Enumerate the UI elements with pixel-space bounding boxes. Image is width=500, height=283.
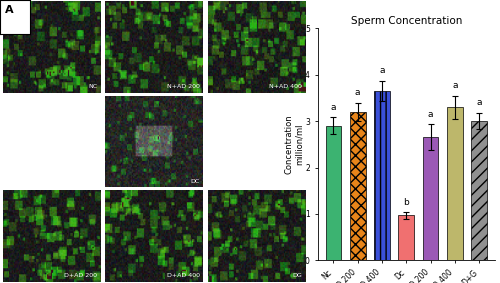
Text: DG: DG — [292, 273, 302, 278]
Bar — [447, 107, 462, 260]
Text: a: a — [330, 103, 336, 112]
Text: B: B — [250, 12, 258, 22]
Text: a: a — [476, 98, 482, 107]
Text: A: A — [4, 5, 13, 15]
Text: a: a — [452, 81, 458, 90]
Title: Sperm Concentration: Sperm Concentration — [350, 16, 462, 26]
Bar — [471, 121, 487, 260]
Bar — [326, 126, 342, 260]
Bar — [374, 91, 390, 260]
Bar — [350, 112, 366, 260]
Bar — [398, 215, 414, 260]
Text: a: a — [379, 66, 384, 75]
Text: a: a — [428, 110, 434, 119]
Text: a: a — [355, 88, 360, 97]
Text: D+AD 400: D+AD 400 — [166, 273, 200, 278]
Text: N+AD 200: N+AD 200 — [166, 84, 200, 89]
Text: b: b — [404, 198, 409, 207]
Text: DC: DC — [190, 179, 200, 184]
Text: NC: NC — [88, 84, 97, 89]
Y-axis label: Concentration
million/ml: Concentration million/ml — [284, 115, 304, 174]
Text: N+AD 400: N+AD 400 — [269, 84, 302, 89]
Text: D+AD 200: D+AD 200 — [64, 273, 97, 278]
Bar — [422, 137, 438, 260]
